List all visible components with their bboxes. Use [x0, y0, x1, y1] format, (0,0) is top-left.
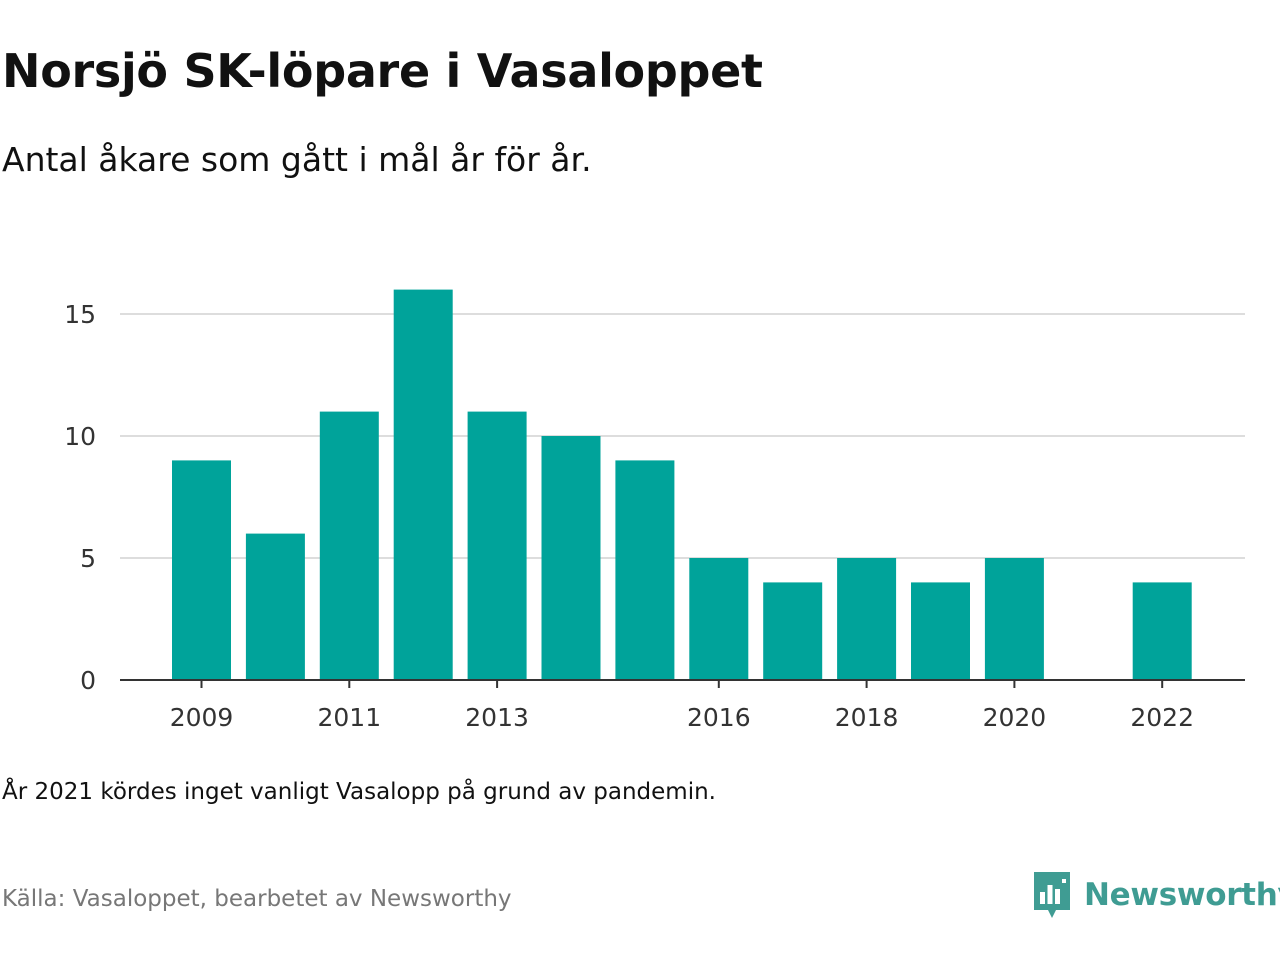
bar-2015 [615, 460, 675, 680]
y-tick-label: 10 [64, 422, 96, 451]
footnote: År 2021 kördes inget vanligt Vasalopp på… [2, 779, 716, 805]
x-axis-labels: 2009 2011 2013 2016 2018 2020 2022 [170, 703, 1194, 732]
newsworthy-logo-icon [1034, 872, 1070, 918]
y-axis-labels: 0 5 10 15 [64, 300, 96, 695]
chart-subtitle: Antal åkare som gått i mål år för år. [2, 140, 592, 179]
x-tick-label: 2013 [465, 703, 529, 732]
bar-2010 [245, 533, 305, 680]
bar-chart: 0 5 10 15 2009 2011 2013 2016 2018 2020 2022 [64, 289, 1245, 732]
chart-title: Norsjö SK-löpare i Vasaloppet [2, 44, 763, 98]
bar-2018 [837, 558, 897, 680]
x-tick-label: 2018 [835, 703, 899, 732]
x-tick-label: 2016 [687, 703, 751, 732]
bar-2012 [393, 289, 453, 680]
bar-2009 [172, 460, 231, 680]
bar-2014 [541, 436, 601, 680]
bars [172, 289, 1192, 680]
source-credit: Källa: Vasaloppet, bearbetet av Newswort… [2, 886, 512, 912]
x-tick-label: 2009 [170, 703, 234, 732]
x-tick-label: 2020 [983, 703, 1047, 732]
x-axis [120, 679, 1245, 688]
gridlines [120, 313, 1245, 559]
bar-2016 [689, 558, 749, 680]
newsworthy-brand: Newsworthy [1032, 870, 1280, 920]
y-tick-label: 5 [80, 544, 96, 573]
bar-2020 [984, 558, 1044, 680]
bar-2022 [1132, 582, 1192, 680]
brand-name: Newsworthy [1084, 877, 1280, 913]
bar-2019 [911, 582, 970, 680]
bar-2011 [319, 411, 379, 680]
y-tick-label: 15 [64, 300, 96, 329]
bar-2017 [763, 582, 823, 680]
bar-2013 [467, 411, 527, 680]
x-tick-label: 2022 [1130, 703, 1194, 732]
y-tick-label: 0 [80, 666, 96, 695]
x-tick-label: 2011 [317, 703, 381, 732]
